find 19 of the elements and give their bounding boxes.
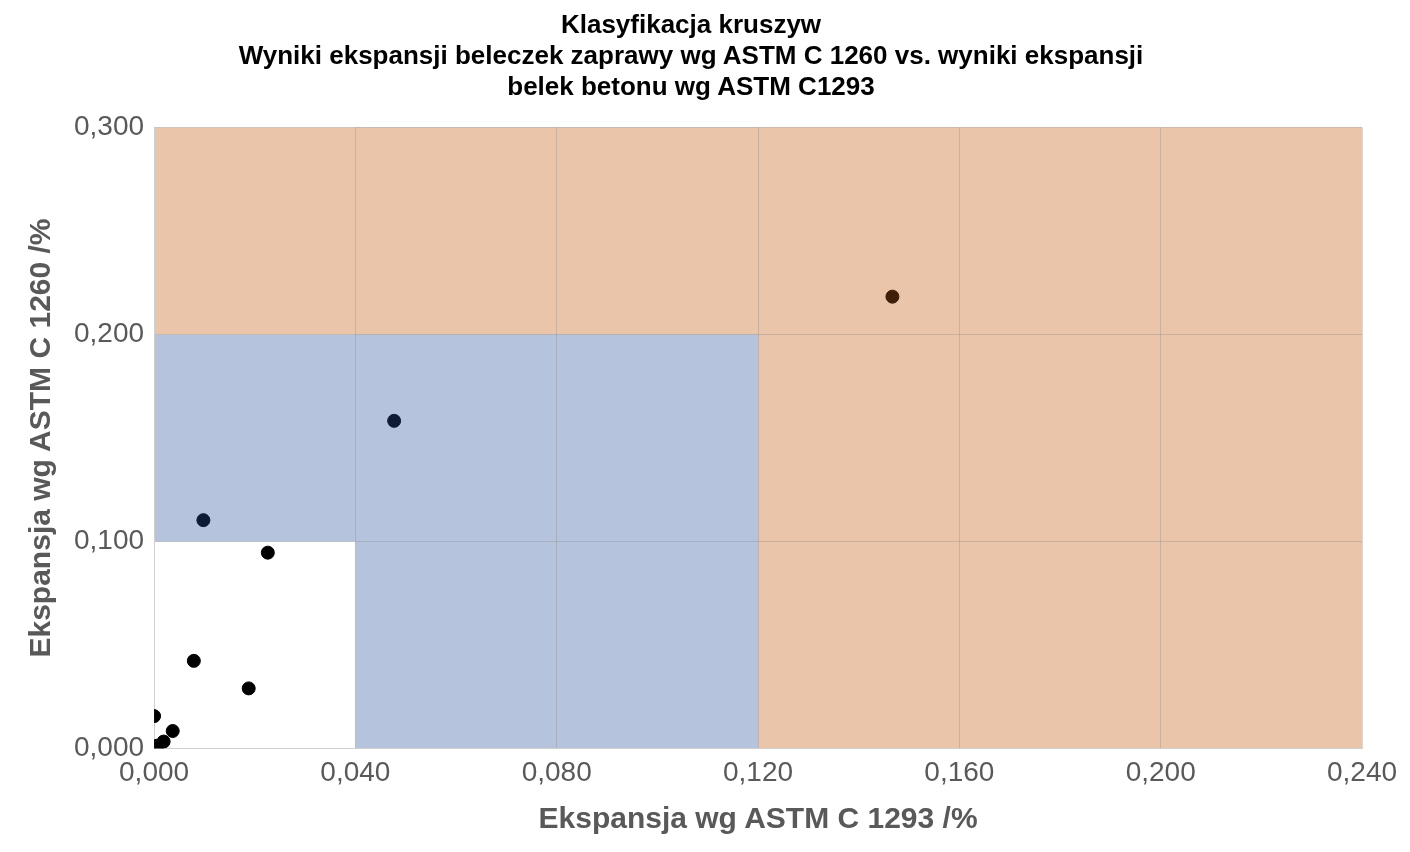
x-tick-label: 0,120 — [723, 755, 794, 787]
point — [387, 413, 402, 428]
x-tick-label: 0,080 — [521, 755, 592, 787]
chart-title: Klasyfikacja kruszyw Wyniki ekspansji beleczek zaprawy wg ASTM C 1260 vs. wyniki ekspansji belek betonu wg ASTM C1293 — [238, 8, 1144, 102]
y-tick-label: 0,300 — [73, 110, 145, 142]
y-tick-label: 0,200 — [73, 317, 145, 349]
x-tick-label: 0,200 — [1125, 755, 1196, 787]
point — [196, 513, 211, 528]
y-tick-label: 0,100 — [73, 524, 145, 556]
x-tick-label: 0,240 — [1326, 755, 1398, 787]
point — [186, 653, 201, 668]
point — [260, 545, 275, 560]
point — [885, 289, 900, 304]
x-tick-label: 0,160 — [924, 755, 995, 787]
point — [241, 681, 256, 696]
point — [165, 724, 180, 739]
y-axis-title: Ekspansja wg ASTM C 1260 /% — [23, 218, 57, 658]
x-axis-title: Ekspansja wg ASTM C 1293 /% — [538, 801, 978, 835]
x-tick-label: 0,040 — [320, 755, 391, 787]
